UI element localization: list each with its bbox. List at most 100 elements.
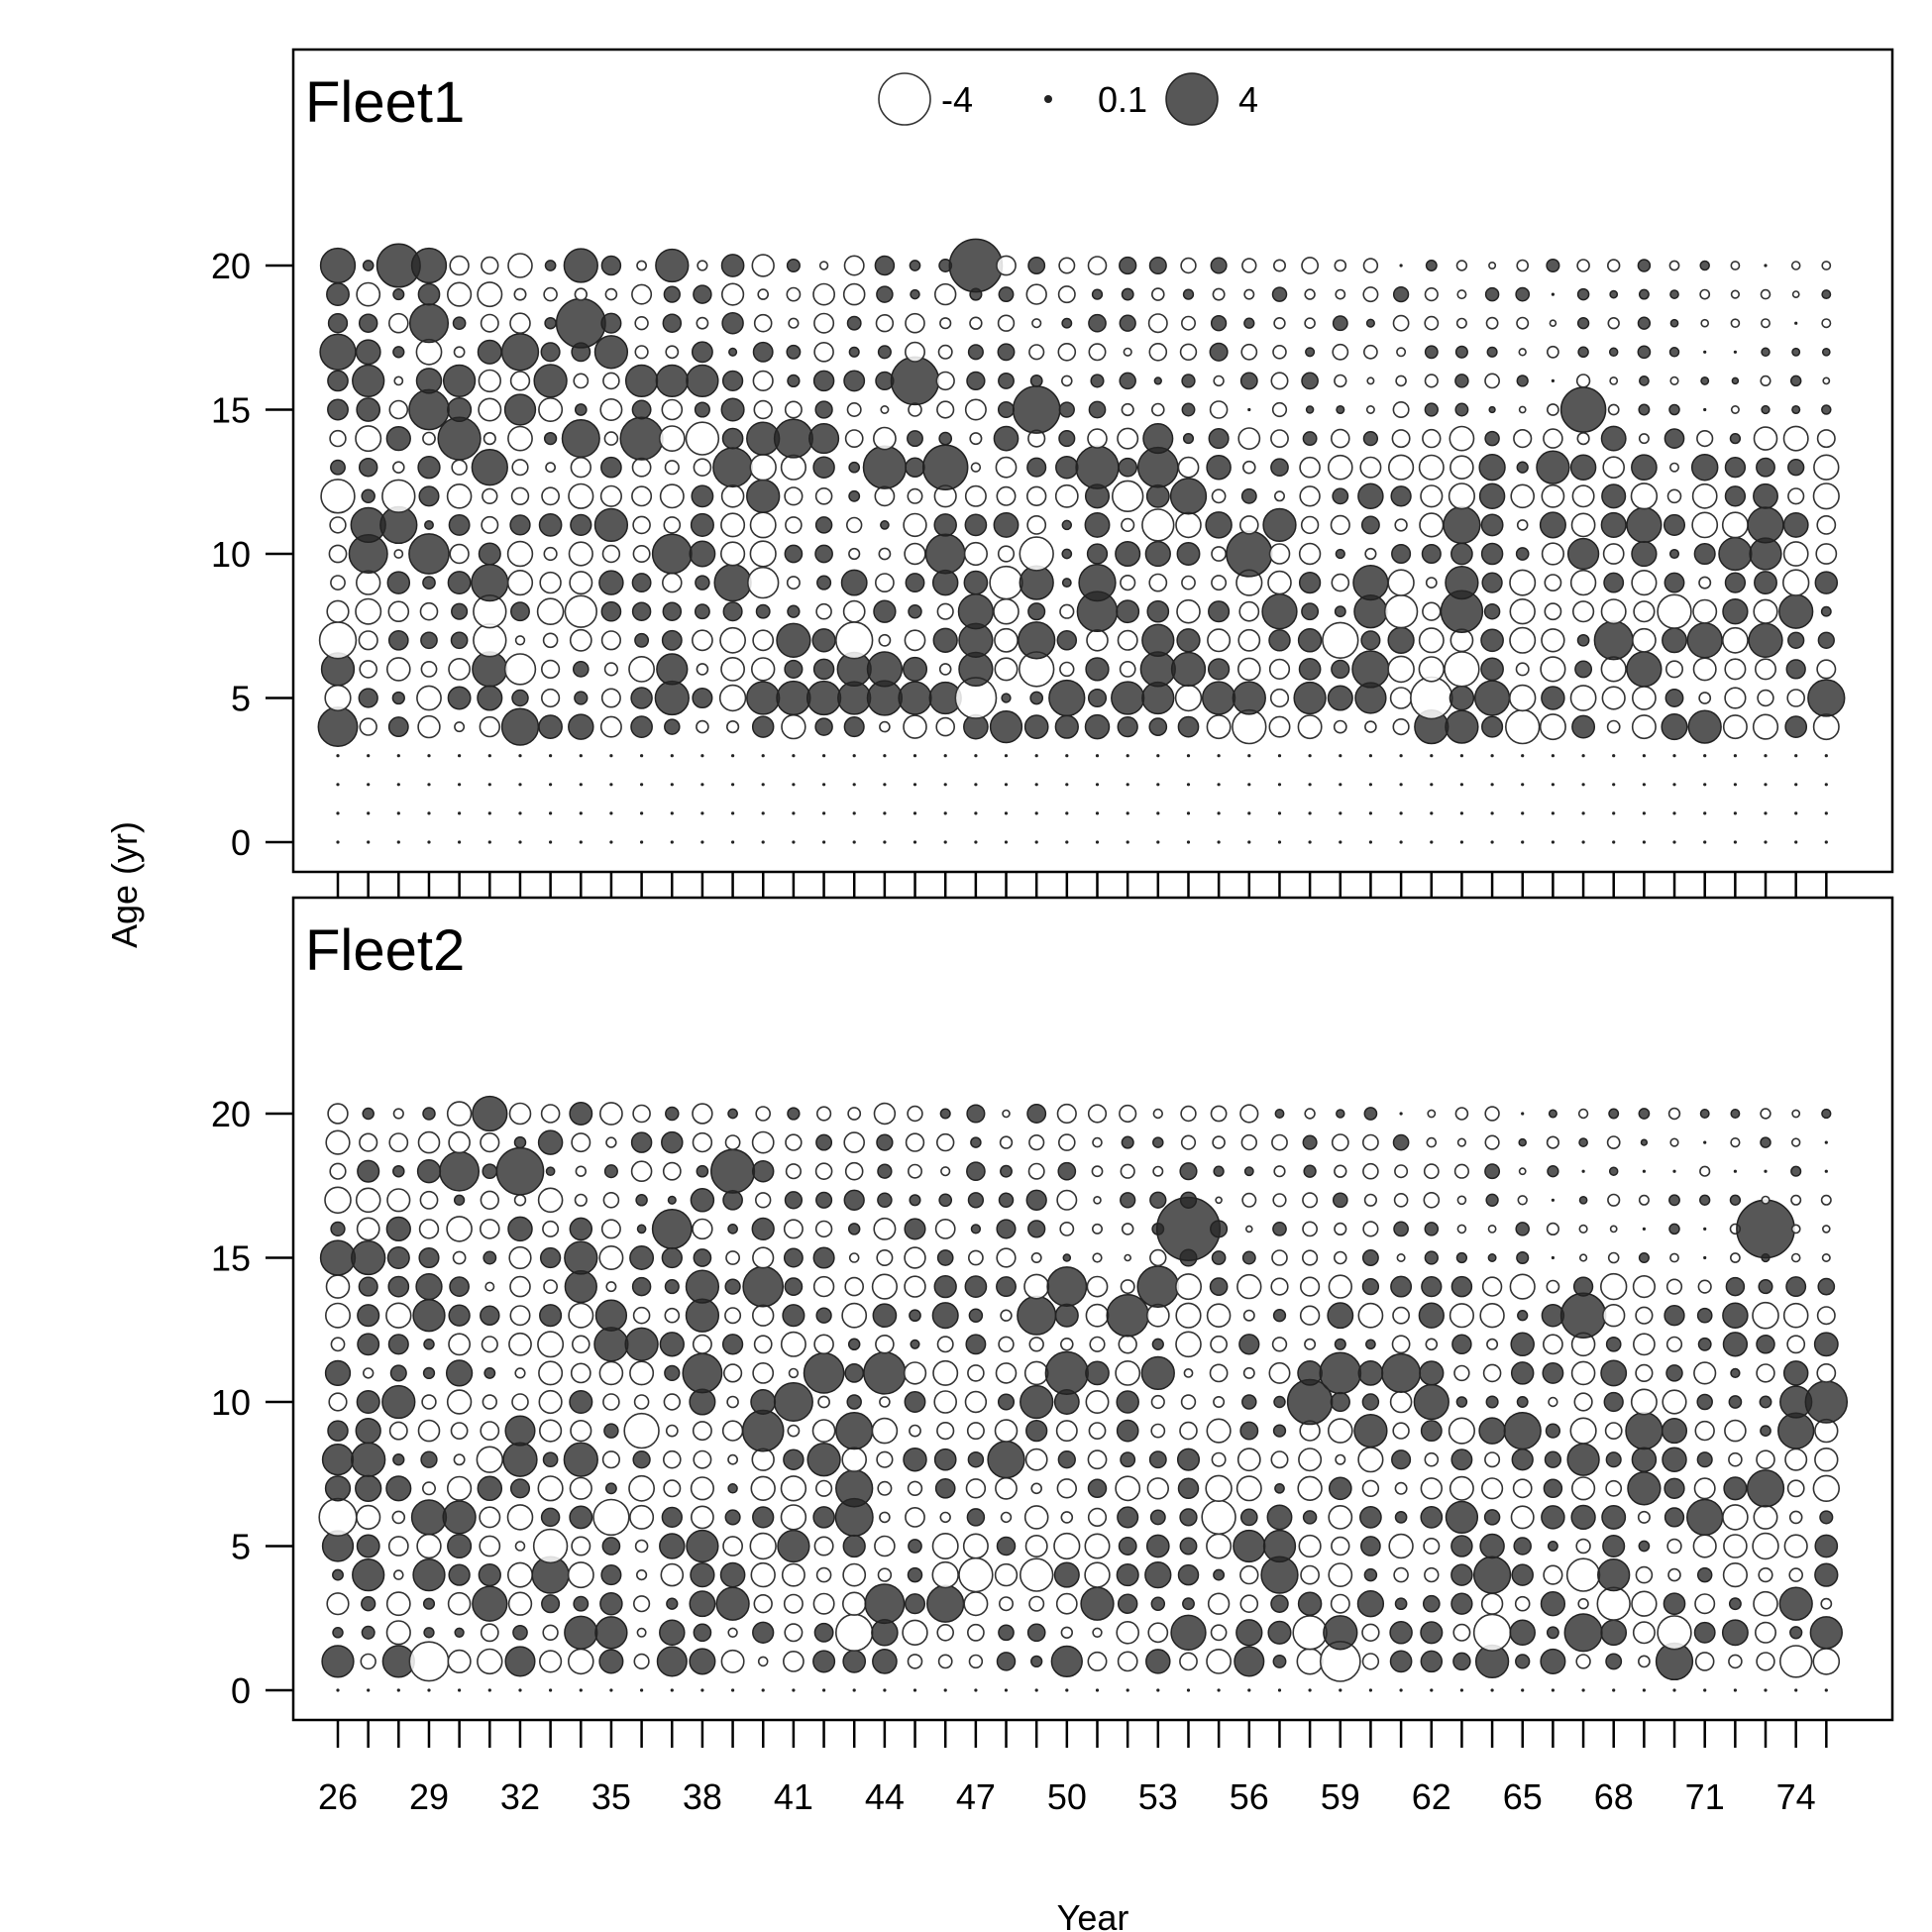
bubble-fleet1-y71-a16: [1700, 376, 1710, 385]
bubble-fleet1-y27-a6: [359, 660, 378, 679]
bubble-fleet1-y50-a10: [1061, 548, 1073, 560]
bubble-fleet2-y73-a17: [1761, 1195, 1771, 1205]
bubble-fleet1-y27-a7: [358, 630, 378, 651]
bubble-fleet1-y56-a3: [1247, 754, 1251, 758]
bubble-fleet1-y52-a20: [1119, 256, 1137, 275]
bubble-fleet2-y72-a3: [1728, 1597, 1742, 1611]
bubble-fleet1-y75-a14: [1816, 429, 1836, 449]
bubble-fleet2-y34-a11: [570, 1362, 591, 1384]
bubble-fleet1-y28-a14: [385, 425, 411, 452]
bubble-fleet2-y73-a18: [1764, 1169, 1768, 1173]
bubble-fleet2-y61-a8: [1391, 1449, 1412, 1470]
legend-label-positive: 4: [1238, 79, 1258, 120]
bubble-fleet1-y73-a17: [1761, 347, 1771, 358]
bubble-fleet2-y66-a5: [1547, 1541, 1558, 1552]
bubble-fleet1-y29-a14: [422, 431, 436, 446]
bubble-fleet2-y49-a12: [1028, 1337, 1044, 1352]
bubble-fleet2-y49-a0: [1034, 1688, 1038, 1692]
bubble-fleet2-y30-a14: [449, 1276, 470, 1297]
bubble-fleet2-y69-a9: [1625, 1411, 1664, 1450]
bubble-fleet1-y55-a19: [1212, 287, 1226, 301]
bubble-fleet1-y64-a19: [1484, 286, 1500, 302]
bubble-fleet2-y55-a11: [1209, 1363, 1229, 1383]
bubble-fleet2-y39-a0: [731, 1688, 735, 1692]
x-tick-label-56: 56: [1230, 1776, 1269, 1817]
bubble-fleet1-y54-a16: [1181, 374, 1196, 388]
bubble-fleet1-y54-a10: [1176, 542, 1201, 566]
bubble-fleet2-y59-a3: [1330, 1593, 1350, 1614]
bubble-fleet1-y38-a0: [700, 840, 704, 844]
bubble-fleet2-y28-a19: [388, 1132, 409, 1153]
bubble-fleet2-y65-a3: [1514, 1595, 1531, 1612]
bubble-fleet1-y33-a5: [540, 688, 561, 708]
bubble-fleet2-y75-a10: [1804, 1380, 1849, 1424]
bubble-fleet2-y41-a12: [780, 1331, 806, 1357]
bubble-fleet1-y66-a1: [1551, 811, 1555, 815]
bubble-fleet2-y32-a2: [512, 1624, 528, 1641]
bubble-fleet2-y69-a12: [1633, 1333, 1656, 1356]
bubble-fleet2-y42-a8: [806, 1443, 841, 1477]
bubble-fleet2-y40-a19: [751, 1130, 775, 1154]
bubble-fleet1-y28-a13: [391, 461, 405, 475]
bubble-fleet2-y70-a19: [1669, 1137, 1679, 1147]
bubble-fleet2-y70-a9: [1661, 1418, 1688, 1445]
bubble-fleet1-y53-a0: [1156, 840, 1160, 844]
bubble-fleet2-y49-a11: [1023, 1360, 1049, 1386]
bubble-fleet2-y44-a1: [872, 1649, 898, 1674]
bubble-fleet2-y36-a17: [635, 1194, 648, 1207]
bubble-fleet1-y38-a16: [686, 364, 719, 398]
bubble-fleet1-y30-a2: [458, 783, 462, 787]
bubble-fleet1-y26-a9: [330, 575, 346, 590]
bubble-fleet2-y31-a9: [480, 1421, 500, 1442]
bubble-fleet1-y45-a19: [910, 288, 920, 300]
bubble-fleet2-y41-a18: [785, 1163, 803, 1180]
bubble-fleet2-y69-a13: [1635, 1306, 1654, 1325]
bubble-fleet1-y64-a4: [1481, 715, 1504, 738]
bubble-fleet1-y51-a6: [1085, 657, 1110, 682]
bubble-fleet2-y26-a8: [321, 1444, 355, 1476]
bubble-fleet1-y55-a2: [1217, 783, 1221, 787]
bubble-fleet1-y37-a1: [670, 811, 674, 815]
bubble-fleet2-y52-a3: [1117, 1593, 1138, 1614]
bubble-fleet1-y51-a1: [1095, 811, 1100, 815]
bubble-fleet1-y29-a20: [410, 247, 448, 284]
bubble-fleet2-y69-a7: [1627, 1471, 1662, 1506]
bubble-fleet1-y49-a5: [1029, 691, 1044, 705]
bubble-fleet2-y74-a3: [1778, 1586, 1813, 1621]
bubble-fleet2-y52-a13: [1106, 1293, 1149, 1338]
bubble-fleet1-y40-a3: [761, 754, 765, 758]
bubble-fleet1-y63-a20: [1455, 260, 1468, 271]
bubble-fleet1-y36-a4: [630, 715, 653, 738]
bubble-fleet2-y62-a7: [1420, 1477, 1444, 1500]
bubble-fleet2-y74-a4: [1788, 1567, 1803, 1582]
bubble-fleet2-y69-a10: [1630, 1388, 1658, 1416]
bubble-fleet2-y60-a20: [1363, 1107, 1378, 1121]
legend-small-bubble: [1044, 95, 1052, 103]
bubble-fleet1-y39-a1: [731, 811, 735, 815]
bubble-fleet1-y61-a17: [1396, 347, 1407, 358]
bubble-fleet1-y49-a18: [1031, 318, 1042, 329]
bubble-fleet1-y32-a0: [518, 840, 522, 844]
bubble-fleet1-y60-a20: [1362, 258, 1379, 273]
bubble-fleet2-y70-a13: [1664, 1305, 1685, 1327]
bubble-fleet1-y33-a20: [544, 260, 557, 271]
bubble-fleet1-y65-a3: [1521, 754, 1525, 758]
bubble-fleet1-y42-a7: [811, 628, 836, 653]
bubble-fleet2-y57-a14: [1270, 1277, 1289, 1296]
bubble-fleet2-y41-a3: [783, 1593, 804, 1614]
bubble-fleet1-y26-a8: [326, 599, 350, 623]
bubble-fleet1-y73-a19: [1760, 288, 1771, 300]
bubble-fleet1-y37-a17: [665, 345, 680, 360]
bubble-fleet1-y52-a4: [1117, 715, 1138, 738]
bubble-fleet1-y70-a15: [1668, 403, 1680, 416]
bubble-fleet2-y54-a10: [1180, 1394, 1197, 1410]
bubble-fleet1-y52-a2: [1126, 783, 1129, 787]
bubble-fleet1-y50-a18: [1061, 317, 1073, 329]
bubble-fleet1-y44-a3: [883, 754, 887, 758]
bubble-fleet2-y28-a3: [385, 1591, 411, 1617]
bubble-fleet2-y55-a19: [1212, 1135, 1226, 1149]
bubble-fleet1-y49-a3: [1034, 754, 1038, 758]
bubble-fleet2-y39-a6: [724, 1509, 741, 1526]
bubble-fleet1-y67-a7: [1576, 633, 1590, 647]
bubble-fleet1-y74-a6: [1785, 659, 1806, 680]
